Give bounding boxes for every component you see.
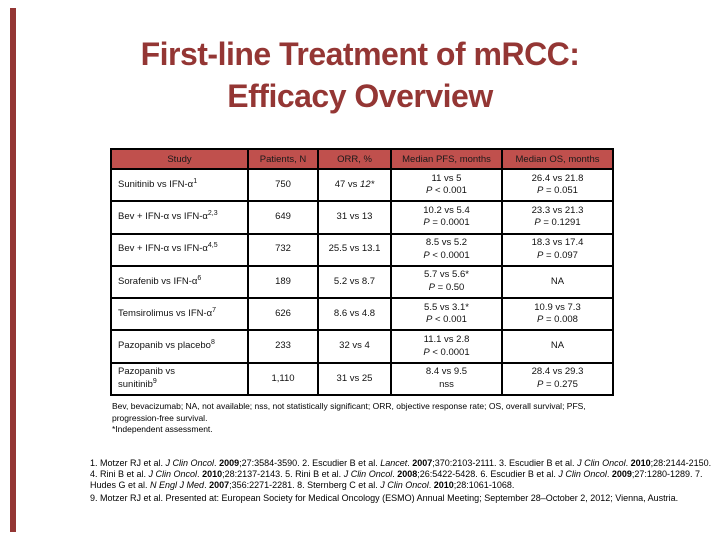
cell-patients: 1,110 bbox=[247, 361, 319, 397]
table-row: Temsirolimus vs IFN-α7 626 8.6 vs 4.8 5.… bbox=[110, 297, 614, 332]
table-row: Sorafenib vs IFN-α6 189 5.2 vs 8.7 5.7 v… bbox=[110, 264, 614, 300]
table-row: Pazopanib vs sunitinib9 1,110 31 vs 25 8.… bbox=[110, 361, 614, 397]
abbreviations-note: Bev, bevacizumab; NA, not available; nss… bbox=[112, 401, 586, 423]
col-header-median-os: Median OS, months bbox=[501, 148, 614, 170]
table-row: Sunitinib vs IFN-α1 750 47 vs 12* 11 vs … bbox=[110, 167, 614, 203]
table-header-row: Study Patients, N ORR, % Median PFS, mon… bbox=[110, 148, 614, 170]
cell-pfs: 10.2 vs 5.4 P = 0.0001 bbox=[390, 200, 503, 235]
page-title-line1: First-line Treatment of mRCC: bbox=[140, 36, 580, 72]
table-row: Bev + IFN-α vs IFN-α2,3 649 31 vs 13 10.… bbox=[110, 200, 614, 235]
left-accent-bar bbox=[10, 8, 16, 532]
cell-pfs: 11.1 vs 2.8 P < 0.0001 bbox=[390, 329, 503, 364]
cell-patients: 233 bbox=[247, 329, 319, 364]
col-header-orr: ORR, % bbox=[317, 148, 392, 170]
cell-study: Pazopanib vs placebo8 bbox=[110, 329, 249, 364]
cell-orr: 31 vs 13 bbox=[317, 200, 392, 235]
references-1-8: 1. Motzer RJ et al. J Clin Oncol. 2009;2… bbox=[90, 458, 712, 490]
col-header-median-pfs: Median PFS, months bbox=[390, 148, 503, 170]
cell-study: Bev + IFN-α vs IFN-α4,5 bbox=[110, 232, 249, 267]
cell-orr: 25.5 vs 13.1 bbox=[317, 232, 392, 267]
cell-os: NA bbox=[501, 329, 614, 364]
cell-study: Pazopanib vs sunitinib9 bbox=[110, 361, 249, 397]
col-header-patients: Patients, N bbox=[247, 148, 319, 170]
cell-study: Sorafenib vs IFN-α6 bbox=[110, 264, 249, 300]
col-header-study: Study bbox=[110, 148, 249, 170]
cell-orr: 47 vs 12* bbox=[317, 167, 392, 203]
cell-pfs: 8.4 vs 9.5 nss bbox=[390, 361, 503, 397]
cell-study: Bev + IFN-α vs IFN-α2,3 bbox=[110, 200, 249, 235]
cell-study: Temsirolimus vs IFN-α7 bbox=[110, 297, 249, 332]
cell-orr: 31 vs 25 bbox=[317, 361, 392, 397]
references-block: 1. Motzer RJ et al. J Clin Oncol. 2009;2… bbox=[90, 458, 714, 504]
efficacy-table: Study Patients, N ORR, % Median PFS, mon… bbox=[110, 148, 614, 397]
cell-pfs: 5.7 vs 5.6* P = 0.50 bbox=[390, 264, 503, 300]
cell-os: 26.4 vs 21.8 P = 0.051 bbox=[501, 167, 614, 203]
page-title: First-line Treatment of mRCC: Efficacy O… bbox=[40, 33, 680, 117]
cell-orr: 5.2 vs 8.7 bbox=[317, 264, 392, 300]
cell-patients: 626 bbox=[247, 297, 319, 332]
cell-pfs: 8.5 vs 5.2 P < 0.0001 bbox=[390, 232, 503, 267]
cell-patients: 649 bbox=[247, 200, 319, 235]
cell-patients: 750 bbox=[247, 167, 319, 203]
cell-os: 23.3 vs 21.3 P = 0.1291 bbox=[501, 200, 614, 235]
cell-orr: 32 vs 4 bbox=[317, 329, 392, 364]
page-title-line2: Efficacy Overview bbox=[227, 78, 493, 114]
cell-patients: 189 bbox=[247, 264, 319, 300]
cell-patients: 732 bbox=[247, 232, 319, 267]
cell-os: NA bbox=[501, 264, 614, 300]
independent-assessment-note: *Independent assessment. bbox=[112, 424, 213, 434]
cell-os: 10.9 vs 7.3 P = 0.008 bbox=[501, 297, 614, 332]
cell-pfs: 5.5 vs 3.1* P < 0.001 bbox=[390, 297, 503, 332]
cell-os: 28.4 vs 29.3 P = 0.275 bbox=[501, 361, 614, 397]
cell-os: 18.3 vs 17.4 P = 0.097 bbox=[501, 232, 614, 267]
cell-study: Sunitinib vs IFN-α1 bbox=[110, 167, 249, 203]
table-row: Pazopanib vs placebo8 233 32 vs 4 11.1 v… bbox=[110, 329, 614, 364]
reference-9: 9. Motzer RJ et al. Presented at: Europe… bbox=[90, 493, 679, 503]
footnote-block: Bev, bevacizumab; NA, not available; nss… bbox=[112, 401, 616, 436]
table-row: Bev + IFN-α vs IFN-α4,5 732 25.5 vs 13.1… bbox=[110, 232, 614, 267]
cell-orr: 8.6 vs 4.8 bbox=[317, 297, 392, 332]
